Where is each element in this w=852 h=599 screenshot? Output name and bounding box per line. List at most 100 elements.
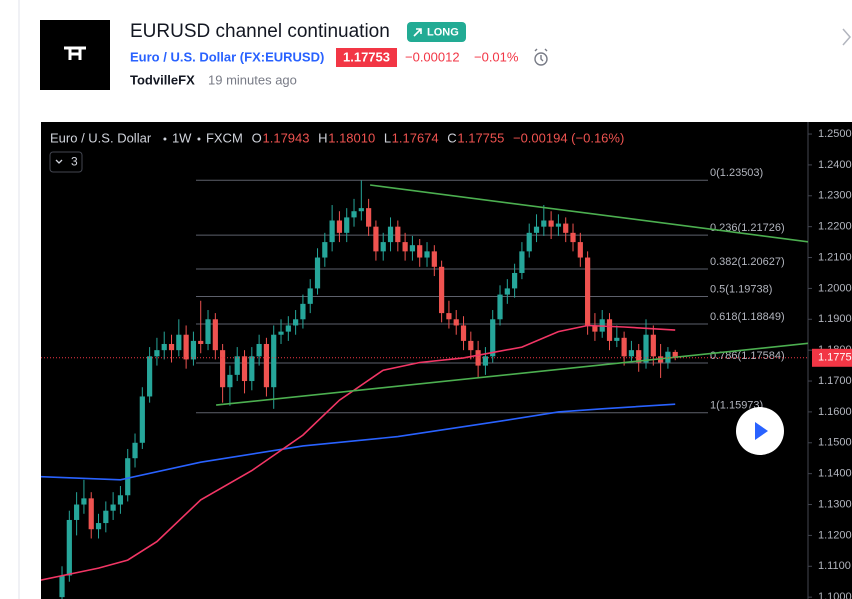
y-tick-label: 1.1400 [818,468,852,480]
author-name[interactable]: TodvilleFX [130,72,195,87]
candle-body [300,303,306,320]
candle-body [322,242,328,258]
candle-body [453,319,459,326]
candle-body [95,523,102,530]
fib-label: 0.382(1.20627) [710,256,785,268]
candle-body [439,266,445,314]
candle-body [249,356,255,382]
candle-body [380,242,386,252]
legend-symbol: Euro / U.S. Dollar [50,130,152,145]
candle-body [614,337,620,341]
badge-label: LONG [427,26,459,38]
candle-body [468,340,474,351]
y-tick-label: 1.2100 [818,251,852,263]
candle-body [344,217,350,233]
chart-pane[interactable] [41,122,852,599]
legend-ohlc-label: C [447,130,456,145]
candle-body [409,245,416,252]
fib-label: 0.236(1.21726) [710,222,785,234]
candle-body [366,208,372,227]
symbol-link[interactable]: Euro / U.S. Dollar (FX:EURUSD) [130,49,324,64]
candle-body [643,334,649,363]
indicator-line [369,184,808,243]
candle-body [373,226,379,252]
candle-body [446,313,452,320]
candle-body [358,208,364,212]
price-change-pct: −0.01% [474,49,519,64]
y-tick-label: 1.1500 [818,437,852,449]
candle-body [241,356,248,382]
chart-legend: Euro / U.S. Dollar 1W FXCM O 1.17943 H 1.18010… [50,130,624,145]
candle-body [482,356,489,366]
last-price-label: 1.1775 [818,352,852,364]
indicator-line [216,342,808,406]
candle-body [154,350,160,357]
candle-body [132,442,138,459]
candle-body [198,340,204,344]
candle-body [103,510,109,524]
candle-body [285,325,291,332]
price-change: −0.00012 [405,49,460,64]
candle-body [168,343,175,351]
candle-body [577,242,583,258]
candle-body [512,272,518,289]
candle-body [424,251,430,258]
candle-body [176,334,182,351]
price-box [336,48,397,67]
indicator-line [41,403,676,481]
candle-body [66,519,72,576]
candle-body [563,223,569,233]
alert-icon[interactable] [534,48,548,66]
logo-mark [64,46,86,60]
candle-body [88,498,94,530]
candle-body [431,251,437,267]
y-tick-label: 1.2300 [818,190,852,202]
fib-label: 0(1.23503) [710,167,763,179]
legend-ohlc-label: O [252,130,262,145]
candle-body [548,220,554,227]
candle-body [147,356,153,397]
legend-ohlc-value: 1.17755 [457,130,504,145]
candle-body [592,325,598,332]
candle-body [74,504,80,520]
candle-body [417,245,423,258]
candle-body [504,288,510,295]
candle-body [475,350,481,366]
candle-body [519,251,525,273]
y-tick-label: 1.1900 [818,313,852,325]
candle-body [220,350,226,388]
candle-body [139,396,145,443]
y-tick-label: 1.2200 [818,221,852,233]
y-tick-label: 1.2500 [818,128,852,140]
candle-body [263,343,270,388]
candle-body [227,374,233,388]
next-arrow[interactable] [842,28,851,46]
candle-body [621,337,627,357]
candle-body [212,319,218,351]
candle-body [234,356,240,375]
fib-label: 0.5(1.19738) [710,283,772,295]
fib-label: 1(1.15973) [710,400,763,412]
fib-label: 0.618(1.18849) [710,311,785,323]
candle-body [672,351,678,358]
candle-body [329,220,335,243]
candle-body [628,350,635,357]
indicator-line [41,324,676,581]
plot-area: 0(1.23503) 0.236(1.21726) 0.382(1.20627) 0.… [41,167,808,599]
y-tick-label: 1.1000 [818,591,852,599]
legend-change: −0.00194 (−0.16%) [513,130,624,145]
candle-body [278,331,284,335]
candle-body [205,319,211,344]
candle-body [125,458,131,496]
y-tick-label: 1.1100 [818,560,851,572]
candle-body [271,334,277,388]
candle-body [541,220,547,227]
price-axis: 1.2500 1.2400 1.2300 1.2200 1.2100 1.2000 1.19… [808,128,852,599]
indicator-toggle[interactable] [49,151,83,173]
candle-body [665,351,671,363]
y-tick-label: 1.1200 [818,529,852,541]
legend-interval: 1W [172,130,192,145]
legend-separator [197,137,201,141]
